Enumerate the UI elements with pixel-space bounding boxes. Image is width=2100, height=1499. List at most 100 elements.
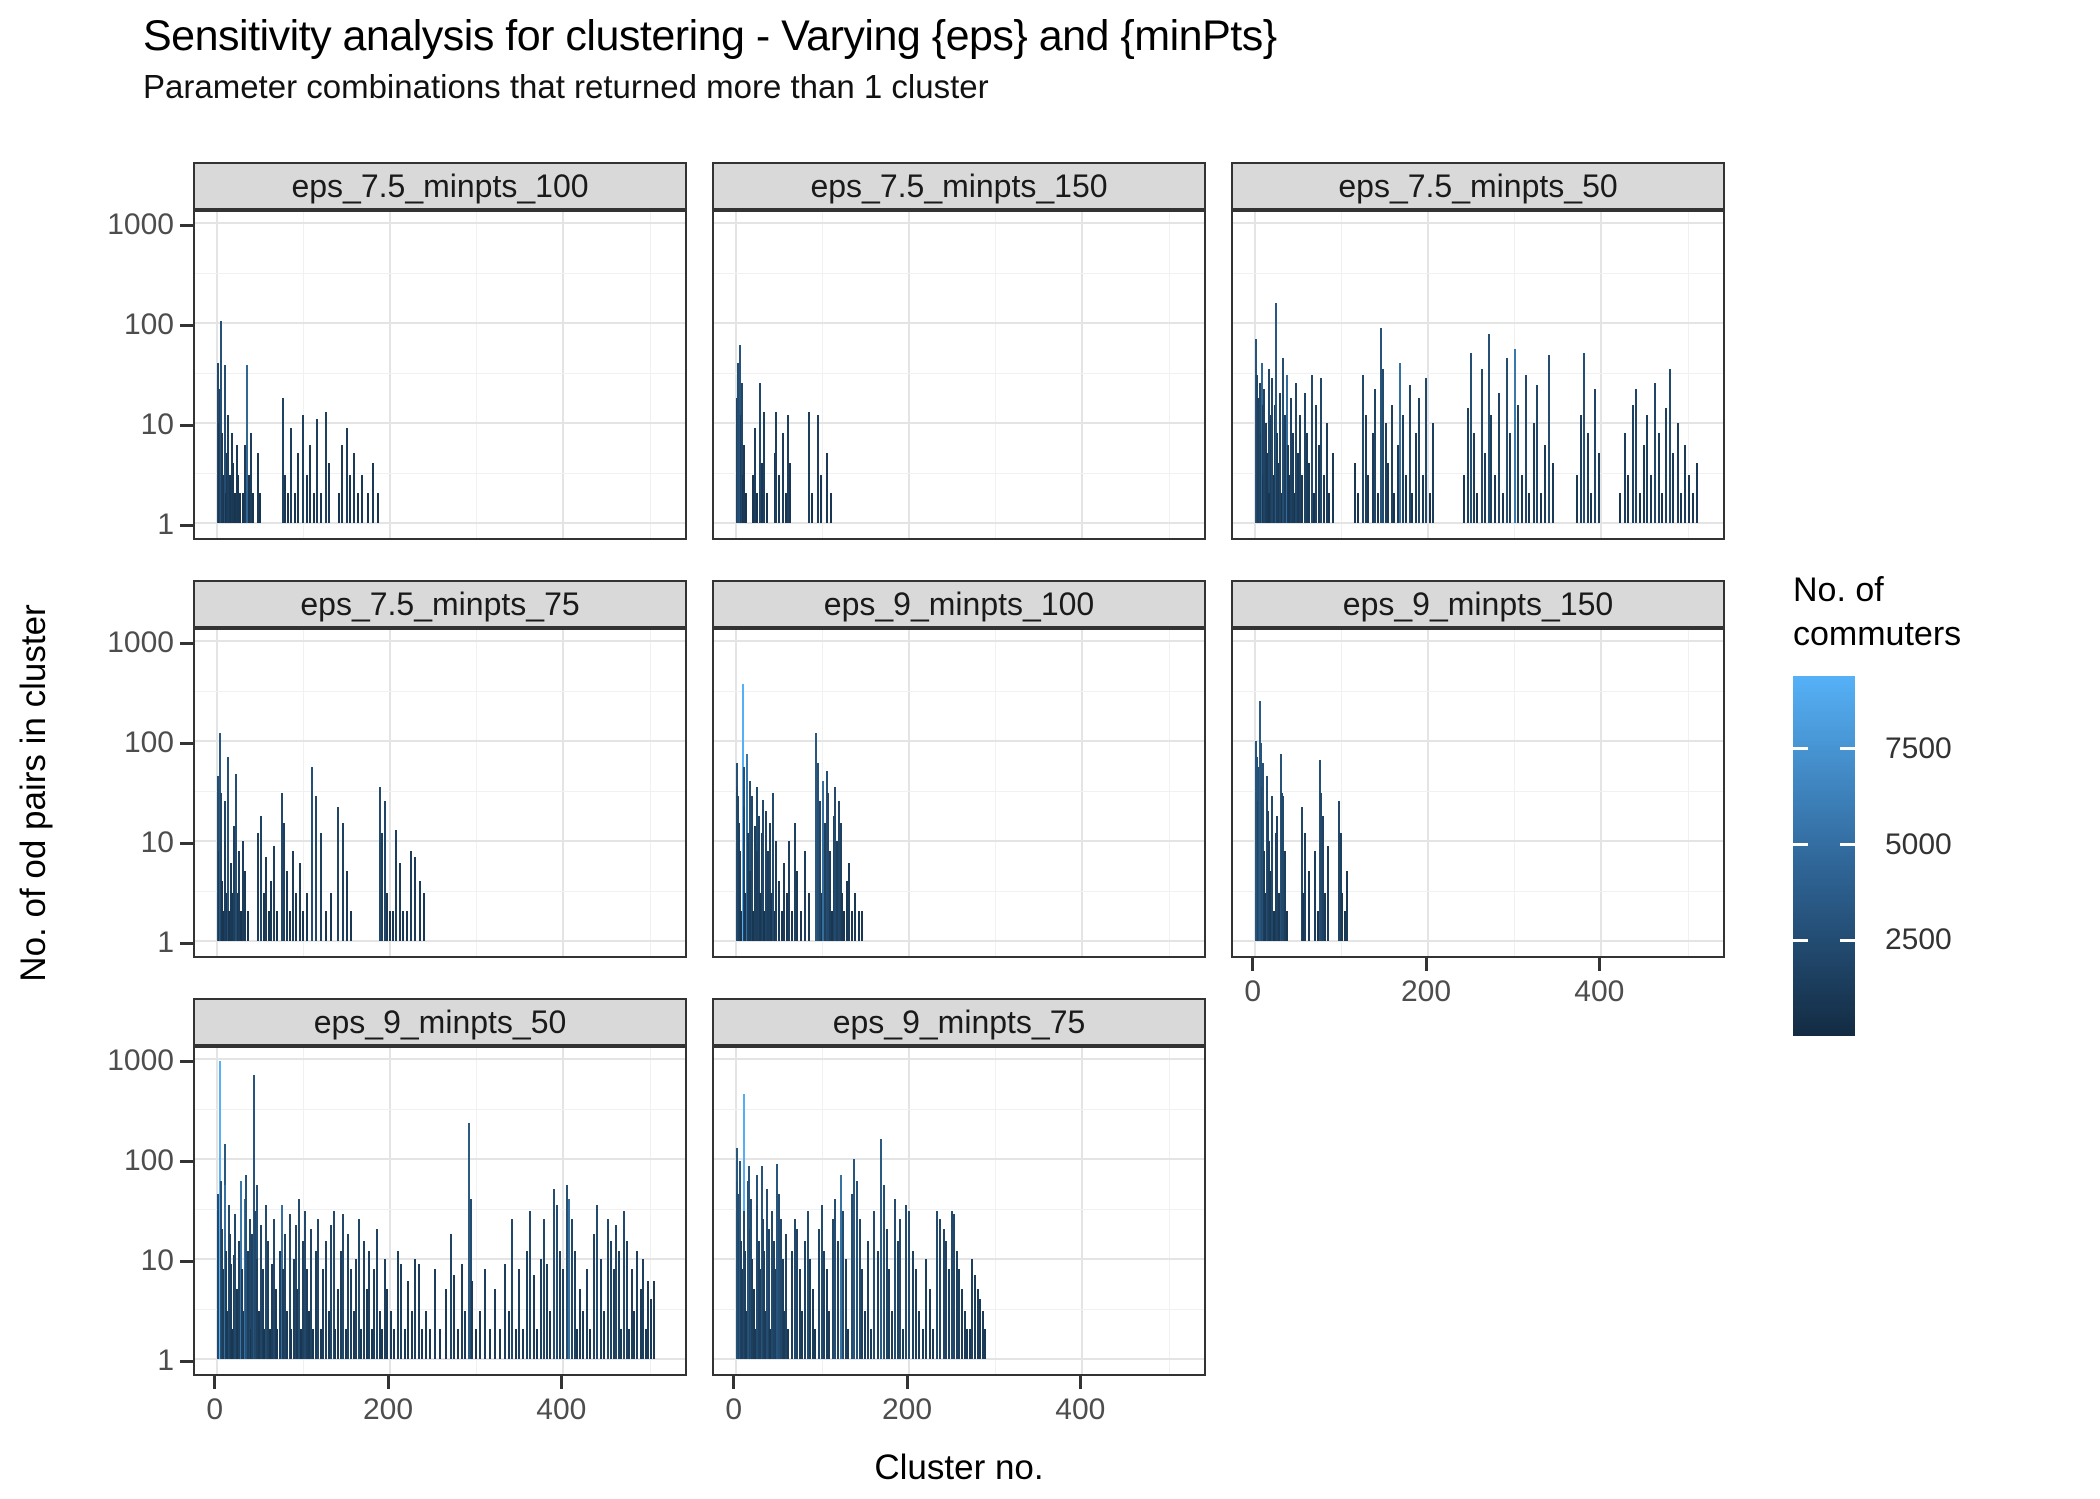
cluster-bar [786,1328,789,1359]
cluster-bar [925,1259,928,1359]
cluster-bar [226,756,229,941]
cluster-bar [751,1259,754,1359]
cluster-bar [649,1298,652,1359]
x-minor-gridline [302,212,304,538]
cluster-bar [784,1233,787,1359]
facet-strip: eps_9_minpts_150 [1231,580,1725,628]
cluster-bar [867,1241,870,1359]
cluster-bar [1586,432,1589,523]
cluster-bar [740,1268,743,1359]
cluster-bar [744,1251,747,1359]
cluster-bar [642,1259,645,1359]
cluster-bar [514,1328,517,1359]
cluster-bar [942,1228,945,1359]
cluster-bar [1267,368,1270,523]
cluster-bar [305,475,308,523]
cluster-bar [310,1228,313,1359]
cluster-bar [1274,833,1277,941]
cluster-bar [773,910,776,941]
x-minor-gridline [995,1048,997,1374]
cluster-bar [1576,475,1579,523]
cluster-bar [770,893,773,941]
cluster-bar [251,1233,254,1359]
cluster-bar [1505,357,1508,523]
y-tick-mark [180,324,193,327]
y-major-gridline [195,1058,685,1060]
cluster-bar [221,1268,224,1359]
cluster-bar [788,841,791,941]
cluster-bar [1364,415,1367,523]
y-major-gridline [714,1358,1204,1360]
cluster-bar [240,1268,243,1359]
cluster-bar [1551,462,1554,523]
cluster-bar [825,771,828,941]
cluster-bar [1513,349,1516,523]
cluster-bar [1280,492,1283,523]
cluster-bar [1301,475,1304,523]
cluster-bar [549,1311,552,1359]
legend-tick-label: 2500 [1885,923,1952,957]
x-major-gridline [908,212,910,538]
x-minor-gridline [476,212,478,538]
cluster-bar [1381,368,1384,523]
cluster-bar [1687,475,1690,523]
cluster-bar [793,1219,796,1359]
cluster-bar [361,475,364,523]
cluster-bar [815,733,818,941]
cluster-bar [921,1328,924,1359]
cluster-bar [834,786,837,941]
cluster-bar [1343,910,1346,941]
cluster-bar [1291,432,1294,523]
x-minor-gridline [649,630,651,956]
cluster-bar [1275,302,1278,523]
facet-strip-label: eps_9_minpts_50 [313,1003,567,1040]
cluster-bar [822,780,825,941]
cluster-bar [1323,893,1326,941]
cluster-bar [756,1204,759,1359]
cluster-bar [349,475,352,523]
legend-tick-right [1840,843,1855,846]
cluster-bar [337,1289,339,1359]
y-major-gridline [195,740,685,742]
cluster-bar [753,427,756,523]
cluster-bar [239,492,242,523]
facet-strip-label: eps_9_minpts_150 [1342,585,1614,622]
facet-panel [712,628,1206,958]
cluster-bar [414,856,417,941]
cluster-bar [798,1268,801,1359]
cluster-bar [973,1274,976,1359]
x-minor-gridline [821,212,823,538]
cluster-bar [744,893,747,941]
cluster-bar [801,1311,804,1359]
cluster-bar [739,850,741,941]
cluster-bar [400,1263,403,1359]
cluster-bar [283,823,286,941]
facet-strip: eps_7.5_minpts_75 [193,580,687,628]
cluster-bar [1405,475,1408,523]
cluster-bar [371,462,374,523]
cluster-bar [928,1289,931,1359]
cluster-bar [453,1274,456,1359]
cluster-bar [296,1289,299,1359]
cluster-bar [1594,388,1597,523]
cluster-bar [850,910,853,941]
cluster-bar [758,1268,761,1359]
cluster-bar [885,1228,888,1359]
cluster-bar [235,445,238,523]
cluster-bar [778,475,780,523]
x-major-gridline [1081,212,1084,538]
y-minor-gridline [195,472,685,474]
legend-gradient [1793,676,1855,1036]
cluster-bar [293,492,296,523]
cluster-bar [603,1311,606,1359]
cluster-bar [1579,415,1582,523]
cluster-bar [1544,445,1546,523]
cluster-bar [376,1228,378,1359]
cluster-bar [839,1174,842,1359]
cluster-bar [552,1189,555,1359]
cluster-bar [804,1241,806,1359]
y-major-gridline [195,322,685,324]
cluster-bar [976,1289,979,1359]
cluster-bar [1428,492,1431,523]
cluster-bar [1520,475,1523,523]
